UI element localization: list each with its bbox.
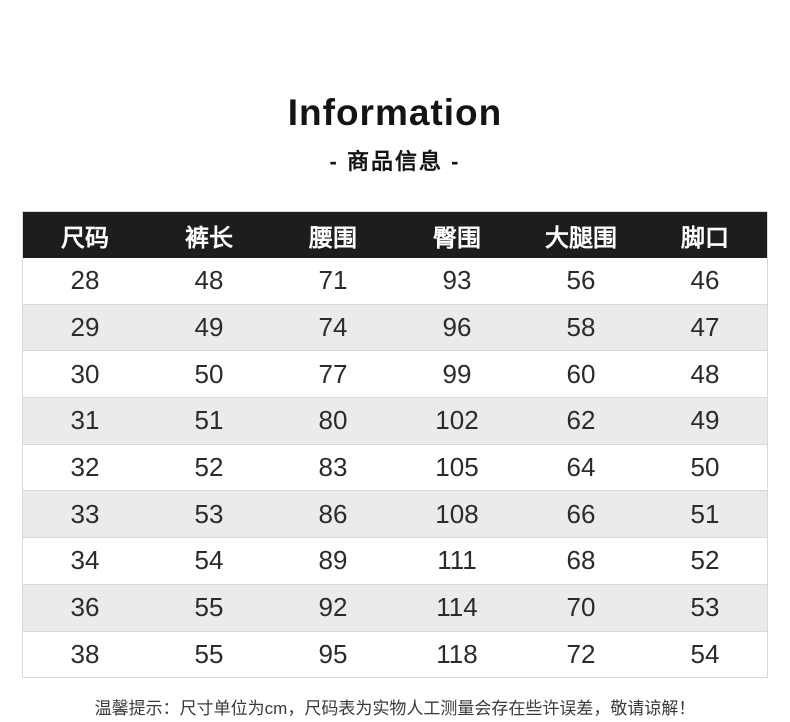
table-cell: 77 [318,358,348,389]
table-cell: 68 [566,545,596,576]
table-cell: 49 [194,312,224,343]
table-row: 28 48 71 93 56 46 [23,258,767,304]
table-cell: 62 [566,405,596,436]
table-cell: 29 [70,312,100,343]
table-row: 36 55 92 114 70 53 [23,583,767,631]
table-cell: 111 [437,545,477,576]
table-cell: 52 [194,452,224,483]
table-body: 28 48 71 93 56 46 29 49 74 96 58 47 30 50 77 99 60 48 31 51… [23,258,767,678]
column-header-1: 裤长 [185,224,233,252]
table-cell: 32 [70,452,100,483]
table-cell: 55 [194,638,224,669]
table-row: 31 51 80 102 62 49 [23,397,767,444]
table-cell: 92 [318,592,348,623]
table-row: 29 49 74 96 58 47 [23,303,767,351]
table-cell: 51 [690,498,720,529]
table-cell: 72 [566,638,596,669]
table-cell: 96 [442,312,472,343]
table-cell: 108 [435,498,479,529]
table-cell: 53 [194,498,224,529]
table-row: 32 52 83 105 64 50 [23,443,767,491]
table-header-row: 尺码 裤长 腰围 臀围 大腿围 脚口 [23,212,767,258]
table-cell: 102 [435,405,479,436]
table-cell: 95 [318,638,348,669]
table-cell: 31 [70,405,100,436]
table-cell: 66 [566,498,596,529]
footer-note: 温馨提示：尺寸单位为cm，尺码表为实物人工测量会存在些许误差，敬请谅解！ [94,699,696,718]
table-cell: 28 [70,265,100,296]
column-header-5: 脚口 [681,224,729,252]
table-cell: 54 [194,545,224,576]
size-table: 尺码 裤长 腰围 臀围 大腿围 脚口 28 48 71 93 56 46 29 49 74 96 58 47 30… [22,211,768,679]
table-cell: 58 [566,312,596,343]
table-cell: 105 [435,452,479,483]
table-cell: 118 [436,638,478,669]
table-cell: 60 [566,358,596,389]
table-cell: 114 [436,592,478,623]
table-cell: 38 [70,638,100,669]
table-cell: 52 [690,545,720,576]
table-cell: 46 [690,265,720,296]
table-cell: 36 [70,592,100,623]
table-cell: 50 [690,452,720,483]
table-cell: 47 [690,312,720,343]
table-cell: 50 [194,358,224,389]
table-cell: 89 [318,545,348,576]
table-row: 30 50 77 99 60 48 [23,350,767,398]
table-cell: 70 [566,592,596,623]
page-title: Information [287,92,503,133]
table-cell: 48 [194,265,224,296]
table-cell: 74 [318,312,348,343]
table-cell: 34 [70,545,100,576]
table-cell: 56 [566,265,596,296]
table-cell: 33 [70,498,100,529]
page-subtitle: - 商品信息 - [329,149,461,174]
column-header-0: 尺码 [61,224,109,252]
table-cell: 49 [690,405,720,436]
table-cell: 51 [194,405,224,436]
column-header-3: 臀围 [433,224,481,252]
table-cell: 80 [318,405,348,436]
table-cell: 64 [566,452,596,483]
table-cell: 53 [690,592,720,623]
table-cell: 93 [442,265,472,296]
table-row: 38 55 95 118 72 54 [23,630,767,678]
table-cell: 54 [690,638,720,669]
table-cell: 55 [194,592,224,623]
table-cell: 48 [690,358,720,389]
table-row: 33 53 86 108 66 51 [23,490,767,538]
table-cell: 99 [442,358,472,389]
table-cell: 71 [318,265,348,296]
table-cell: 83 [318,452,348,483]
column-header-2: 腰围 [309,224,357,252]
column-header-4: 大腿围 [545,224,617,252]
table-cell: 86 [318,498,348,529]
table-cell: 30 [70,358,100,389]
table-row: 34 54 89 111 68 52 [23,537,767,584]
